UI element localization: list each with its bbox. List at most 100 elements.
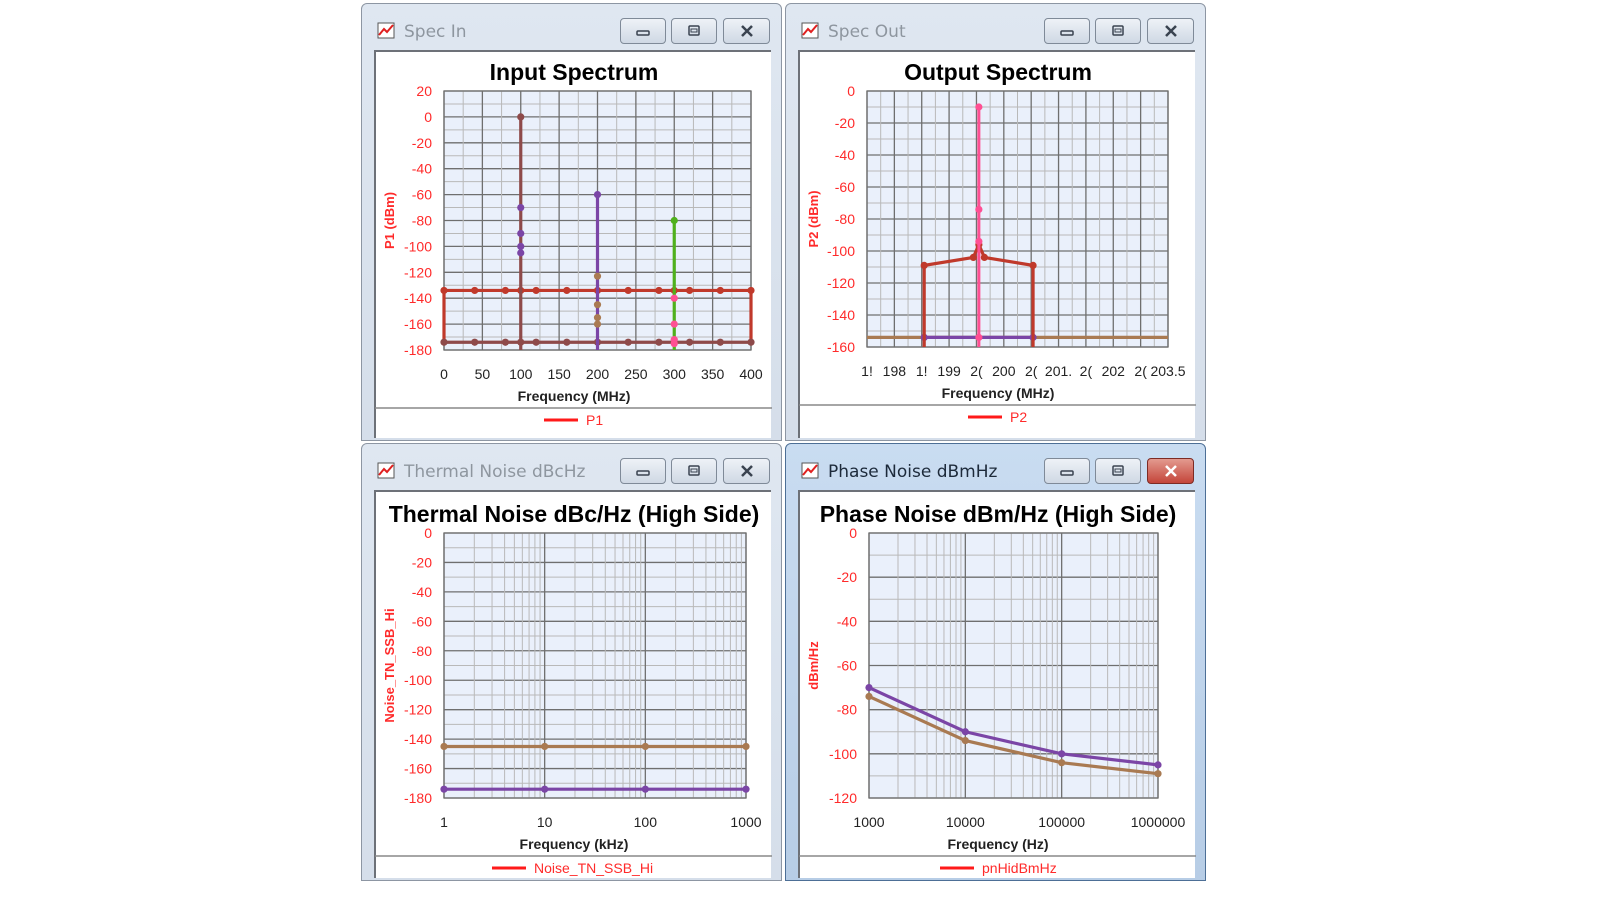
data-point [1154, 770, 1162, 778]
data-point [593, 272, 602, 280]
x-tick-label: 1000000 [1131, 814, 1186, 830]
x-tick-label: 198 [883, 363, 907, 379]
data-point [742, 785, 750, 793]
chart-title: Input Spectrum [490, 59, 659, 85]
x-tick-label: 10 [537, 814, 553, 830]
title-bar[interactable]: Spec In [362, 4, 781, 48]
close-button[interactable] [1147, 18, 1194, 44]
maximize-button[interactable] [671, 458, 717, 484]
maximize-button[interactable] [671, 18, 717, 44]
y-tick-label: -80 [837, 702, 857, 718]
title-bar[interactable]: Thermal Noise dBcHz [362, 444, 781, 488]
legend-item[interactable]: P2 [968, 409, 1027, 425]
x-axis-title: Frequency (kHz) [520, 836, 629, 852]
legend-label: P1 [586, 412, 603, 428]
data-point [517, 242, 525, 250]
series-pink [975, 103, 983, 347]
maximize-button[interactable] [1095, 18, 1141, 44]
window-title: Phase Noise dBmHz [828, 462, 998, 482]
data-point [563, 286, 571, 295]
x-tick-label: 1 [440, 814, 448, 830]
data-point [501, 286, 509, 295]
x-tick-label: 150 [547, 366, 571, 382]
y-axis-title: dBm/Hz [806, 641, 821, 690]
window-title: Spec In [404, 22, 467, 42]
y-tick-label: -120 [404, 702, 432, 718]
legend-item[interactable]: pnHidBmHz [940, 860, 1057, 876]
minimize-icon [1060, 30, 1074, 36]
close-button[interactable] [1147, 458, 1194, 484]
spec-in-window[interactable]: Spec In 20 0 -20 -40 -60 -80 -100 -120 -140 -160 -1… [361, 3, 782, 441]
y-axis-title: P2 (dBm) [806, 190, 821, 247]
minimize-button[interactable] [620, 458, 666, 484]
series-purple [865, 683, 1162, 769]
series-purple [517, 203, 525, 257]
spec-out-window[interactable]: Spec Out 0 -20 -40 -60 -80 -100 -120 -140 -160 1! 1… [785, 3, 1206, 441]
maximize-button[interactable] [1095, 458, 1141, 484]
data-point [593, 301, 602, 309]
maximize-icon [1112, 25, 1124, 36]
legend-item[interactable]: P1 [544, 412, 603, 428]
data-point [440, 742, 448, 751]
legend-item[interactable]: Noise_TN_SSB_Hi [492, 860, 653, 876]
chart-icon [377, 22, 395, 39]
data-point [440, 286, 448, 295]
y-tick-label: 0 [424, 109, 432, 125]
chart-title: Phase Noise dBm/Hz (High Side) [820, 501, 1177, 527]
data-point [517, 203, 525, 212]
data-point [961, 736, 969, 745]
y-tick-label: -60 [412, 187, 432, 203]
phase-noise-window[interactable]: Phase Noise dBmHz 0 -20 -40 -60 -80 -100 -120 10… [785, 443, 1206, 881]
series-tan [593, 272, 602, 328]
x-tick-label: 250 [624, 366, 648, 382]
data-point [747, 338, 755, 346]
x-tick-label: 199 [937, 363, 961, 379]
maximize-icon [1112, 465, 1124, 476]
x-tick-label: 100 [509, 366, 533, 382]
data-point [517, 249, 525, 257]
phase-noise-chart: 0 -20 -40 -60 -80 -100 -120 1000 10000 100000 1000… [799, 501, 1196, 876]
x-axis-title: Frequency (MHz) [942, 385, 1055, 401]
x-tick-label: 203.5 [1150, 363, 1185, 379]
data-point [532, 286, 540, 295]
close-icon [740, 25, 753, 37]
x-tick-label: 201. [1045, 363, 1072, 379]
y-tick-label: -160 [404, 761, 432, 777]
x-tick-label: 1! [916, 363, 928, 379]
data-point [686, 286, 694, 295]
chart-title: Thermal Noise dBc/Hz (High Side) [389, 501, 760, 527]
x-axis-title: Frequency (MHz) [518, 388, 631, 404]
maximize-icon [688, 25, 700, 36]
data-point [532, 338, 540, 346]
x-tick-label: 2( [1080, 363, 1093, 379]
minimize-button[interactable] [1044, 458, 1090, 484]
y-axis-title: Noise_TN_SSB_Hi [382, 608, 397, 722]
series-line [868, 694, 1159, 776]
chart-icon [377, 462, 395, 479]
title-bar[interactable]: Spec Out [786, 4, 1205, 48]
x-tick-label: 200 [992, 363, 1016, 379]
thermal-noise-chart: 0 -20 -40 -60 -80 -100 -120 -140 -160 -180 1 10 100 1… [375, 501, 772, 876]
series-pink [670, 294, 678, 348]
minimize-button[interactable] [620, 18, 666, 44]
data-point [563, 338, 571, 346]
data-point [501, 338, 509, 346]
thermal-noise-window[interactable]: Thermal Noise dBcHz 0 -20 -40 -60 -80 -100 -120… [361, 443, 782, 881]
close-button[interactable] [723, 18, 770, 44]
x-axis-title: Frequency (Hz) [947, 836, 1048, 852]
data-point [1058, 750, 1066, 758]
y-tick-label: -100 [829, 746, 857, 762]
x-tick-label: 202 [1102, 363, 1126, 379]
data-point [593, 314, 602, 322]
data-point [655, 338, 663, 346]
data-point [440, 338, 448, 346]
data-point [865, 692, 873, 701]
close-button[interactable] [723, 458, 770, 484]
minimize-button[interactable] [1044, 18, 1090, 44]
x-tick-label: 2( [1025, 363, 1038, 379]
data-point [975, 103, 983, 111]
data-point [670, 294, 678, 302]
y-tick-label: -40 [412, 161, 432, 177]
data-point [686, 338, 694, 346]
title-bar[interactable]: Phase Noise dBmHz [786, 444, 1205, 488]
